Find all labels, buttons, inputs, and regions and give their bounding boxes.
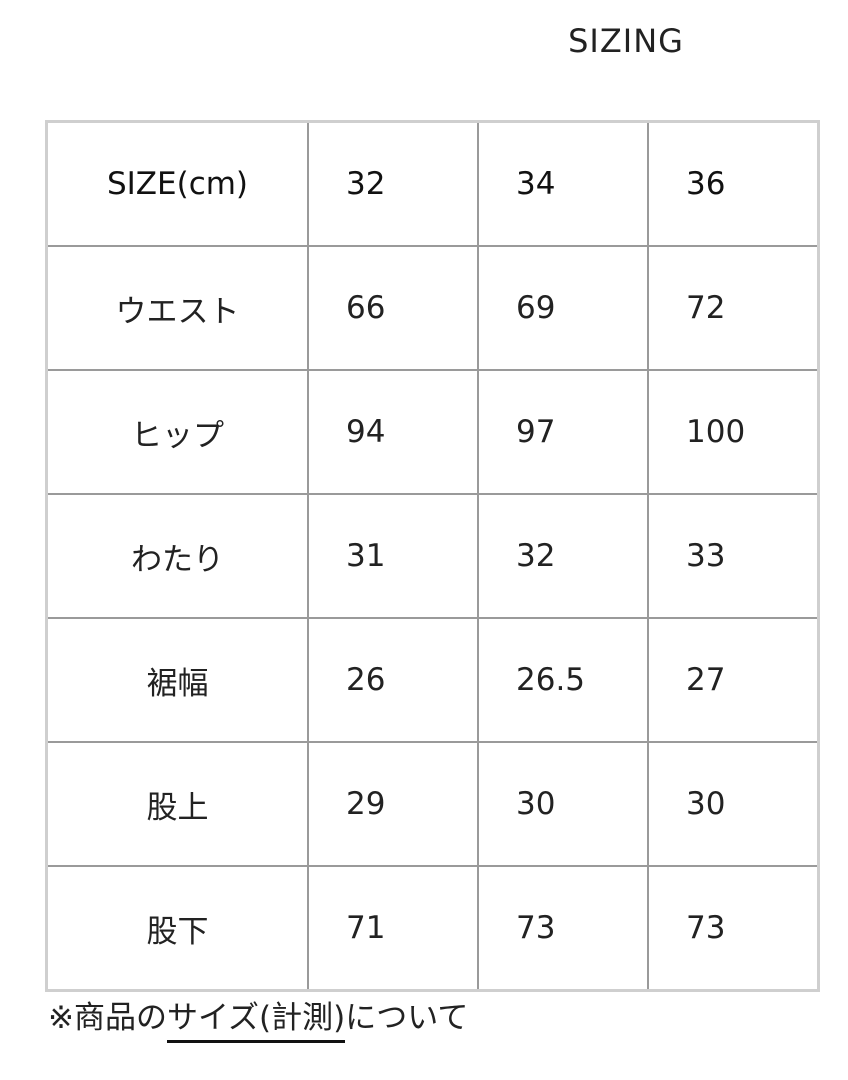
row-label: 股上	[46, 741, 309, 867]
table-row: ウエスト 66 69 72	[46, 245, 819, 371]
size-value: 100	[647, 369, 819, 495]
size-value: 32	[307, 121, 479, 247]
size-value: 73	[647, 865, 819, 991]
table-header-row: SIZE(cm) 32 34 36	[46, 121, 819, 247]
row-label: 裾幅	[46, 617, 309, 743]
size-value: 29	[307, 741, 479, 867]
size-value: 73	[477, 865, 649, 991]
size-value: 72	[647, 245, 819, 371]
size-value: 94	[307, 369, 479, 495]
table-row: 股下 71 73 73	[46, 865, 819, 991]
size-value: 34	[477, 121, 649, 247]
size-value: 26	[307, 617, 479, 743]
size-value: 26.5	[477, 617, 649, 743]
row-label: SIZE(cm)	[46, 121, 309, 247]
table-row: ヒップ 94 97 100	[46, 369, 819, 495]
size-value: 31	[307, 493, 479, 619]
size-measurement-link[interactable]: サイズ(計測)	[166, 1000, 346, 1043]
row-label: 股下	[46, 865, 309, 991]
table-row: 股上 29 30 30	[46, 741, 819, 867]
page-title: SIZING	[568, 22, 684, 60]
size-table: SIZE(cm) 32 34 36 ウエスト 66 69 72 ヒップ 94 97 100 わたり 31 3…	[45, 120, 820, 992]
size-value: 33	[647, 493, 819, 619]
size-value: 36	[647, 121, 819, 247]
row-label: ウエスト	[46, 245, 309, 371]
size-value: 69	[477, 245, 649, 371]
size-value: 32	[477, 493, 649, 619]
size-value: 27	[647, 617, 819, 743]
size-note: ※商品のサイズ(計測)について	[48, 992, 469, 1043]
row-label: わたり	[46, 493, 309, 619]
size-value: 30	[477, 741, 649, 867]
note-suffix: について	[345, 1000, 469, 1036]
size-value: 66	[307, 245, 479, 371]
size-value: 71	[307, 865, 479, 991]
row-label: ヒップ	[46, 369, 309, 495]
size-value: 30	[647, 741, 819, 867]
size-value: 97	[477, 369, 649, 495]
note-prefix: ※商品の	[48, 1000, 167, 1036]
table-row: わたり 31 32 33	[46, 493, 819, 619]
table-row: 裾幅 26 26.5 27	[46, 617, 819, 743]
